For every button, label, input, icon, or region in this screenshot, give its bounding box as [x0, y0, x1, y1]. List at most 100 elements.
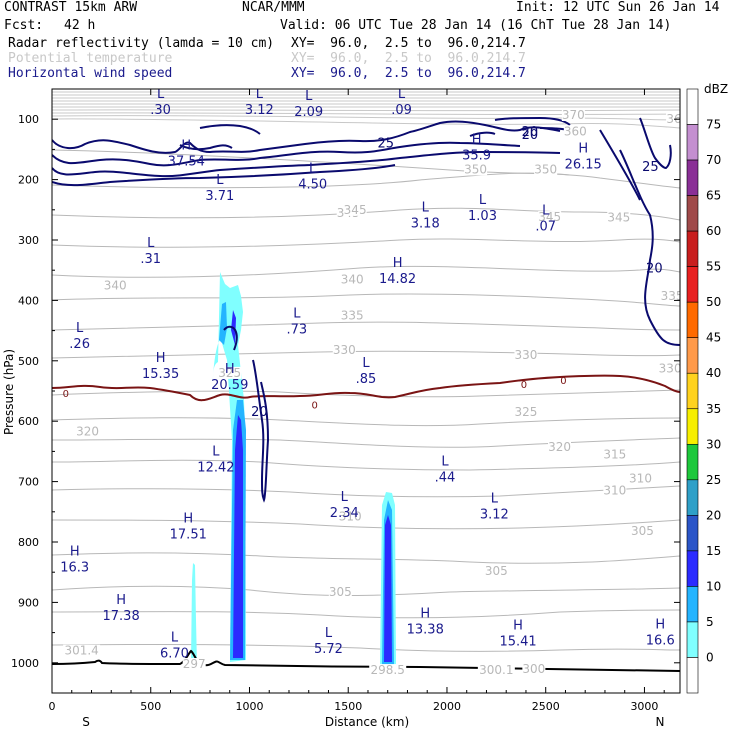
extremum-value: 16.3	[60, 560, 89, 575]
echo-1700-core	[384, 515, 392, 662]
theta-label: 36	[666, 112, 681, 126]
colorbar-unit: dBZ	[704, 82, 728, 96]
extremum-value: 5.72	[314, 642, 343, 657]
extremum-value: 2.09	[294, 105, 323, 120]
theta-label-bg	[369, 664, 407, 677]
theta-label: 320	[548, 440, 571, 454]
x-tick-label: 1500	[334, 700, 362, 713]
y-tick-label: 500	[18, 355, 39, 368]
plot-area: 3703636035035034534534534534034033533033…	[52, 87, 682, 677]
extremum-value: 26.15	[565, 157, 602, 172]
endpoint-left: S	[82, 715, 90, 729]
theta-label: 300.1	[479, 663, 513, 677]
colorbar-level-label: 0	[706, 650, 714, 664]
theta-label: 298.5	[371, 663, 405, 677]
colorbar-swatch	[686, 443, 699, 481]
theta-label: 330	[659, 362, 682, 376]
forecast-label: Fcst:	[4, 18, 44, 33]
extremum-marker: H	[156, 351, 166, 366]
init-time: Init: 12 UTC Sun 26 Jan 14	[516, 0, 720, 15]
colorbar-level-label: 75	[706, 118, 721, 132]
extremum-marker: H	[183, 512, 193, 527]
extremum-marker: H	[225, 362, 235, 377]
extremum-value: 17.51	[170, 528, 207, 543]
colorbar-level-label: 60	[706, 224, 721, 238]
field-xy-wind: XY= 96.0, 2.5 to 96.0,214.7	[291, 66, 526, 81]
extremum-marker: L	[212, 445, 220, 460]
colorbar-level-label: 10	[706, 579, 721, 593]
x-tick-label: 2500	[532, 700, 560, 713]
colorbar-swatch	[686, 230, 699, 267]
theta-label-bg	[607, 211, 631, 224]
theta-label-bg	[182, 658, 206, 671]
colorbar-swatch	[686, 266, 699, 303]
extremum-marker: L	[216, 173, 224, 188]
extremum-value: 3.12	[480, 508, 509, 523]
endpoint-right: N	[656, 715, 665, 729]
extremum-marker: L	[441, 454, 449, 469]
colorbar-swatch	[686, 195, 699, 232]
field-xy-theta: XY= 96.0, 2.5 to 96.0,214.7	[291, 51, 526, 66]
wind-contours	[52, 116, 680, 503]
x-axis-label: Distance (km)	[325, 715, 409, 729]
x-tick-label: 0	[49, 700, 56, 713]
y-tick-label: 100	[18, 113, 39, 126]
theta-label: 325	[218, 366, 241, 380]
extremum-value: 15.35	[142, 367, 179, 382]
wind-label: 25	[377, 136, 394, 151]
extremum-value: .26	[69, 337, 90, 352]
extremum-value: .85	[356, 372, 377, 387]
theta-label: 301.4	[64, 644, 98, 658]
extremum-value: 16.6	[646, 633, 675, 648]
field-name-wind: Horizontal wind speed	[8, 66, 173, 81]
colorbar-swatch	[686, 337, 699, 374]
colorbar-level-label: 70	[706, 153, 721, 167]
theta-label: 305	[631, 524, 654, 538]
colorbar-level-label: 5	[706, 615, 714, 629]
extremum-marker: H	[513, 619, 523, 634]
theta-label-bg	[514, 406, 538, 419]
theta-label: 300	[522, 662, 545, 676]
theta-label-bg	[660, 290, 680, 303]
extremum-value: .44	[435, 470, 456, 485]
theta-label-bg	[514, 348, 538, 361]
extremum-marker: H	[578, 141, 588, 156]
field-xy-reflectivity: XY= 96.0, 2.5 to 96.0,214.7	[291, 36, 526, 51]
colorbar-level-label: 15	[706, 544, 721, 558]
center-label: NCAR/MMM	[242, 0, 305, 15]
x-tick-label: 2000	[433, 700, 461, 713]
theta-label: 330	[333, 343, 356, 357]
theta-label-bg	[477, 664, 515, 677]
extremum-value: 35.9	[462, 148, 491, 163]
x-tick-label: 3000	[630, 700, 658, 713]
theta-label-bg	[658, 362, 680, 375]
extremum-marker: L	[422, 201, 430, 216]
colorbar-swatch	[686, 586, 699, 623]
extremum-marker: L	[398, 87, 406, 102]
extremum-value: 17.38	[103, 609, 140, 624]
extremum-value: .73	[287, 322, 308, 337]
forecast-hour: 42 h	[64, 18, 96, 33]
extremum-marker: L	[325, 626, 333, 641]
echo-960-upper-core	[219, 302, 227, 345]
extremum-marker: L	[341, 490, 349, 505]
extremum-marker: L	[171, 631, 179, 646]
y-tick-label: 400	[18, 294, 39, 307]
valid-time: Valid: 06 UTC Tue 28 Jan 14 (16 ChT Tue …	[280, 18, 672, 33]
extremum-marker: L	[147, 236, 155, 251]
theta-label-bg	[464, 163, 488, 176]
extremum-marker: L	[479, 193, 487, 208]
colorbar-swatch	[686, 88, 699, 125]
theta-label: 345	[344, 203, 367, 217]
extremum-value: 6.70	[160, 647, 189, 662]
freezing-label: 0	[521, 380, 527, 391]
extremum-value: 14.82	[379, 272, 416, 287]
wind-label: 25	[642, 160, 659, 175]
colorbar-swatch	[686, 159, 699, 196]
extremum-value: .09	[391, 103, 412, 118]
extremum-value: 37.54	[168, 154, 205, 169]
extremum-marker: L	[157, 87, 165, 102]
colorbar-level-label: 55	[706, 260, 721, 274]
